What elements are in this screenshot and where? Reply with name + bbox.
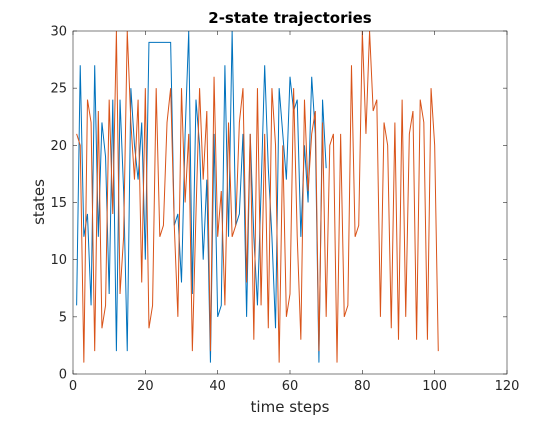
x-tick-label: 80 (354, 379, 371, 394)
x-tick-label: 120 (495, 379, 520, 394)
x-tick-label: 60 (282, 379, 299, 394)
x-axis-label: time steps (251, 398, 330, 416)
series-line-2 (76, 30, 439, 363)
x-tick-label: 20 (137, 379, 154, 394)
y-tick-label: 10 (50, 253, 67, 268)
y-tick-label: 20 (50, 139, 67, 154)
series-line-1 (76, 30, 327, 363)
chart-title: 2-state trajectories (208, 9, 372, 27)
y-tick-label: 25 (50, 82, 67, 97)
series-layer (76, 30, 439, 363)
x-tick-label: 40 (209, 379, 226, 394)
x-tick-label: 0 (69, 379, 77, 394)
x-axis-ticks: 0 20 40 60 80 100 120 (69, 31, 520, 394)
y-tick-label: 30 (50, 25, 67, 40)
y-tick-label: 15 (50, 196, 67, 211)
y-tick-label: 5 (59, 310, 67, 325)
x-tick-label: 100 (422, 379, 447, 394)
y-tick-label: 0 (59, 368, 67, 383)
y-axis-label: states (30, 179, 48, 225)
y-axis-ticks: 0 5 10 15 20 25 30 (50, 25, 507, 383)
